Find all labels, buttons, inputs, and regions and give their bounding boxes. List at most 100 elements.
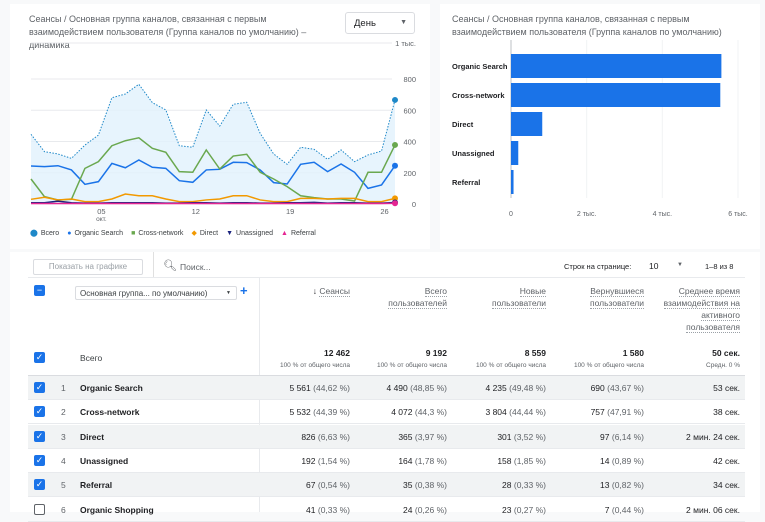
x-tick-label: 2 тыс. — [577, 211, 597, 218]
bar[interactable] — [511, 141, 518, 165]
row-checkbox[interactable]: ✓ — [34, 406, 45, 417]
row-cell: 97 (6,14 %) — [600, 432, 644, 442]
total-share: Средн. 0 % — [640, 362, 740, 369]
x-tick-label: 05 — [97, 207, 105, 216]
divider — [153, 252, 154, 278]
cell-percent: (0,82 %) — [612, 480, 644, 490]
cell-value: 4 072 — [391, 407, 412, 417]
row-cell: 2 мин. 24 сек. — [686, 432, 740, 442]
dimension-select[interactable]: Основная группа... по умолчанию) ▼ — [75, 286, 237, 300]
cell-value: 35 — [403, 480, 412, 490]
row-cell: 28 (0,33 %) — [502, 480, 546, 490]
sort-down-icon: ↓ — [313, 286, 317, 296]
row-checkbox[interactable]: ✓ — [34, 382, 45, 393]
bar[interactable] — [511, 112, 542, 136]
header-new-users[interactable]: Новые пользователи — [466, 285, 546, 309]
row-checkbox[interactable] — [34, 504, 45, 515]
row-number: 2 — [61, 407, 66, 417]
add-dimension-button[interactable]: + — [240, 283, 248, 298]
cell-percent: (44,44 %) — [509, 407, 546, 417]
y-tick-label: 600 — [403, 106, 416, 115]
bar[interactable] — [511, 170, 514, 194]
cell-percent: (0,38 %) — [415, 480, 447, 490]
row-checkbox[interactable]: ✓ — [34, 479, 45, 490]
cell-percent: (1,78 %) — [415, 456, 447, 466]
x-tick-sublabel: окт. — [96, 216, 107, 223]
total-checkbox[interactable]: ✓ — [34, 352, 45, 363]
x-tick-label: 26 — [380, 207, 388, 216]
cell-value: 41 — [306, 505, 315, 515]
series-end-marker — [392, 163, 398, 169]
circle-icon: ● — [67, 230, 71, 237]
legend-item[interactable]: ●Organic Search — [67, 229, 123, 237]
search-input[interactable]: Поиск... — [180, 262, 330, 272]
row-channel-name: Organic Search — [80, 383, 143, 393]
row-checkbox[interactable]: ✓ — [34, 431, 45, 442]
x-tick-label: 12 — [192, 207, 200, 216]
row-cell: 3 804 (44,44 %) — [485, 407, 546, 417]
cell-value: 3 804 — [485, 407, 506, 417]
legend-item[interactable]: ■Cross-network — [131, 229, 183, 237]
cell-percent: (6,63 %) — [318, 432, 350, 442]
total-share: 100 % от общего числа — [446, 362, 546, 369]
dimension-value: Основная группа... по умолчанию) — [80, 289, 207, 298]
row-cell: 4 235 (49,48 %) — [485, 383, 546, 393]
total-value: 12 462 — [250, 348, 350, 358]
rows-per-page-select[interactable]: 10 ▼ — [649, 261, 689, 271]
legend-label: Direct — [200, 230, 218, 237]
chevron-down-icon: ▼ — [226, 290, 231, 296]
cell-percent: (6,14 %) — [612, 432, 644, 442]
pin-icon: ⬤ — [30, 229, 38, 237]
cell-value: 158 — [497, 456, 511, 466]
row-checkbox[interactable]: ✓ — [34, 455, 45, 466]
rows-value: 10 — [649, 261, 658, 271]
row-cell: 164 (1,78 %) — [398, 456, 447, 466]
cell-percent: (48,85 %) — [410, 383, 447, 393]
cell-percent: (0,26 %) — [415, 505, 447, 515]
header-returning-users[interactable]: Вернувшиеся пользователи — [564, 285, 644, 309]
row-number: 6 — [61, 505, 66, 515]
legend-item[interactable]: ▲Referral — [281, 229, 316, 237]
select-all-checkbox[interactable]: − — [34, 285, 45, 296]
row-channel-name: Direct — [80, 432, 104, 442]
x-tick-label: 0 — [509, 211, 513, 218]
triangle-icon: ▲ — [281, 230, 288, 237]
row-cell: 690 (43,67 %) — [591, 383, 644, 393]
show-on-chart-button[interactable]: Показать на графике — [33, 259, 143, 275]
cell-value: 67 — [306, 480, 315, 490]
header-sessions[interactable]: ↓ Сеансы — [270, 285, 350, 297]
row-channel-name: Referral — [80, 480, 112, 490]
total-label: Всего — [80, 353, 102, 363]
cell-value: 97 — [600, 432, 609, 442]
cell-value: 2 мин. 06 сек. — [686, 505, 740, 515]
cell-percent: (0,33 %) — [318, 505, 350, 515]
bar[interactable] — [511, 83, 720, 107]
chevron-down-icon: ▼ — [677, 262, 683, 268]
row-cell: 192 (1,54 %) — [301, 456, 350, 466]
cell-value: 2 мин. 24 сек. — [686, 432, 740, 442]
cell-value: 164 — [398, 456, 412, 466]
header-label: Сеансы — [319, 286, 350, 297]
bar-category-label: Direct — [452, 120, 474, 129]
legend-item[interactable]: ▼Unassigned — [226, 229, 273, 237]
bar[interactable] — [511, 54, 721, 78]
row-number: 3 — [61, 432, 66, 442]
header-label: Среднее время взаимодействия на активног… — [664, 286, 740, 333]
legend-item[interactable]: ◆Direct — [191, 229, 218, 237]
total-value: 1 580 — [544, 348, 644, 358]
cell-percent: (49,48 %) — [509, 383, 546, 393]
header-avg-engagement[interactable]: Среднее время взаимодействия на активног… — [660, 285, 740, 333]
bar-category-label: Referral — [452, 178, 480, 187]
legend-item[interactable]: ⬤Всего — [30, 229, 59, 237]
legend-label: Cross-network — [138, 230, 183, 237]
header-total-users[interactable]: Всего пользователей — [367, 285, 447, 309]
row-cell: 23 (0,27 %) — [502, 505, 546, 515]
row-cell: 301 (3,52 %) — [497, 432, 546, 442]
